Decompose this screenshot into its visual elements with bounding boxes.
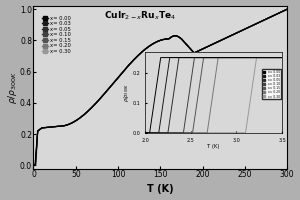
Text: CuIr$_{2-x}$Ru$_x$Te$_4$: CuIr$_{2-x}$Ru$_x$Te$_4$	[104, 9, 176, 22]
X-axis label: T (K): T (K)	[147, 184, 174, 194]
Legend: x= 0.00, x= 0.03, x= 0.05, x= 0.10, x= 0.15, x= 0.20, x= 0.30: x= 0.00, x= 0.03, x= 0.05, x= 0.10, x= 0…	[41, 15, 71, 54]
Y-axis label: $\rho$/$\rho$$_{300 K}$: $\rho$/$\rho$$_{300 K}$	[6, 71, 19, 104]
